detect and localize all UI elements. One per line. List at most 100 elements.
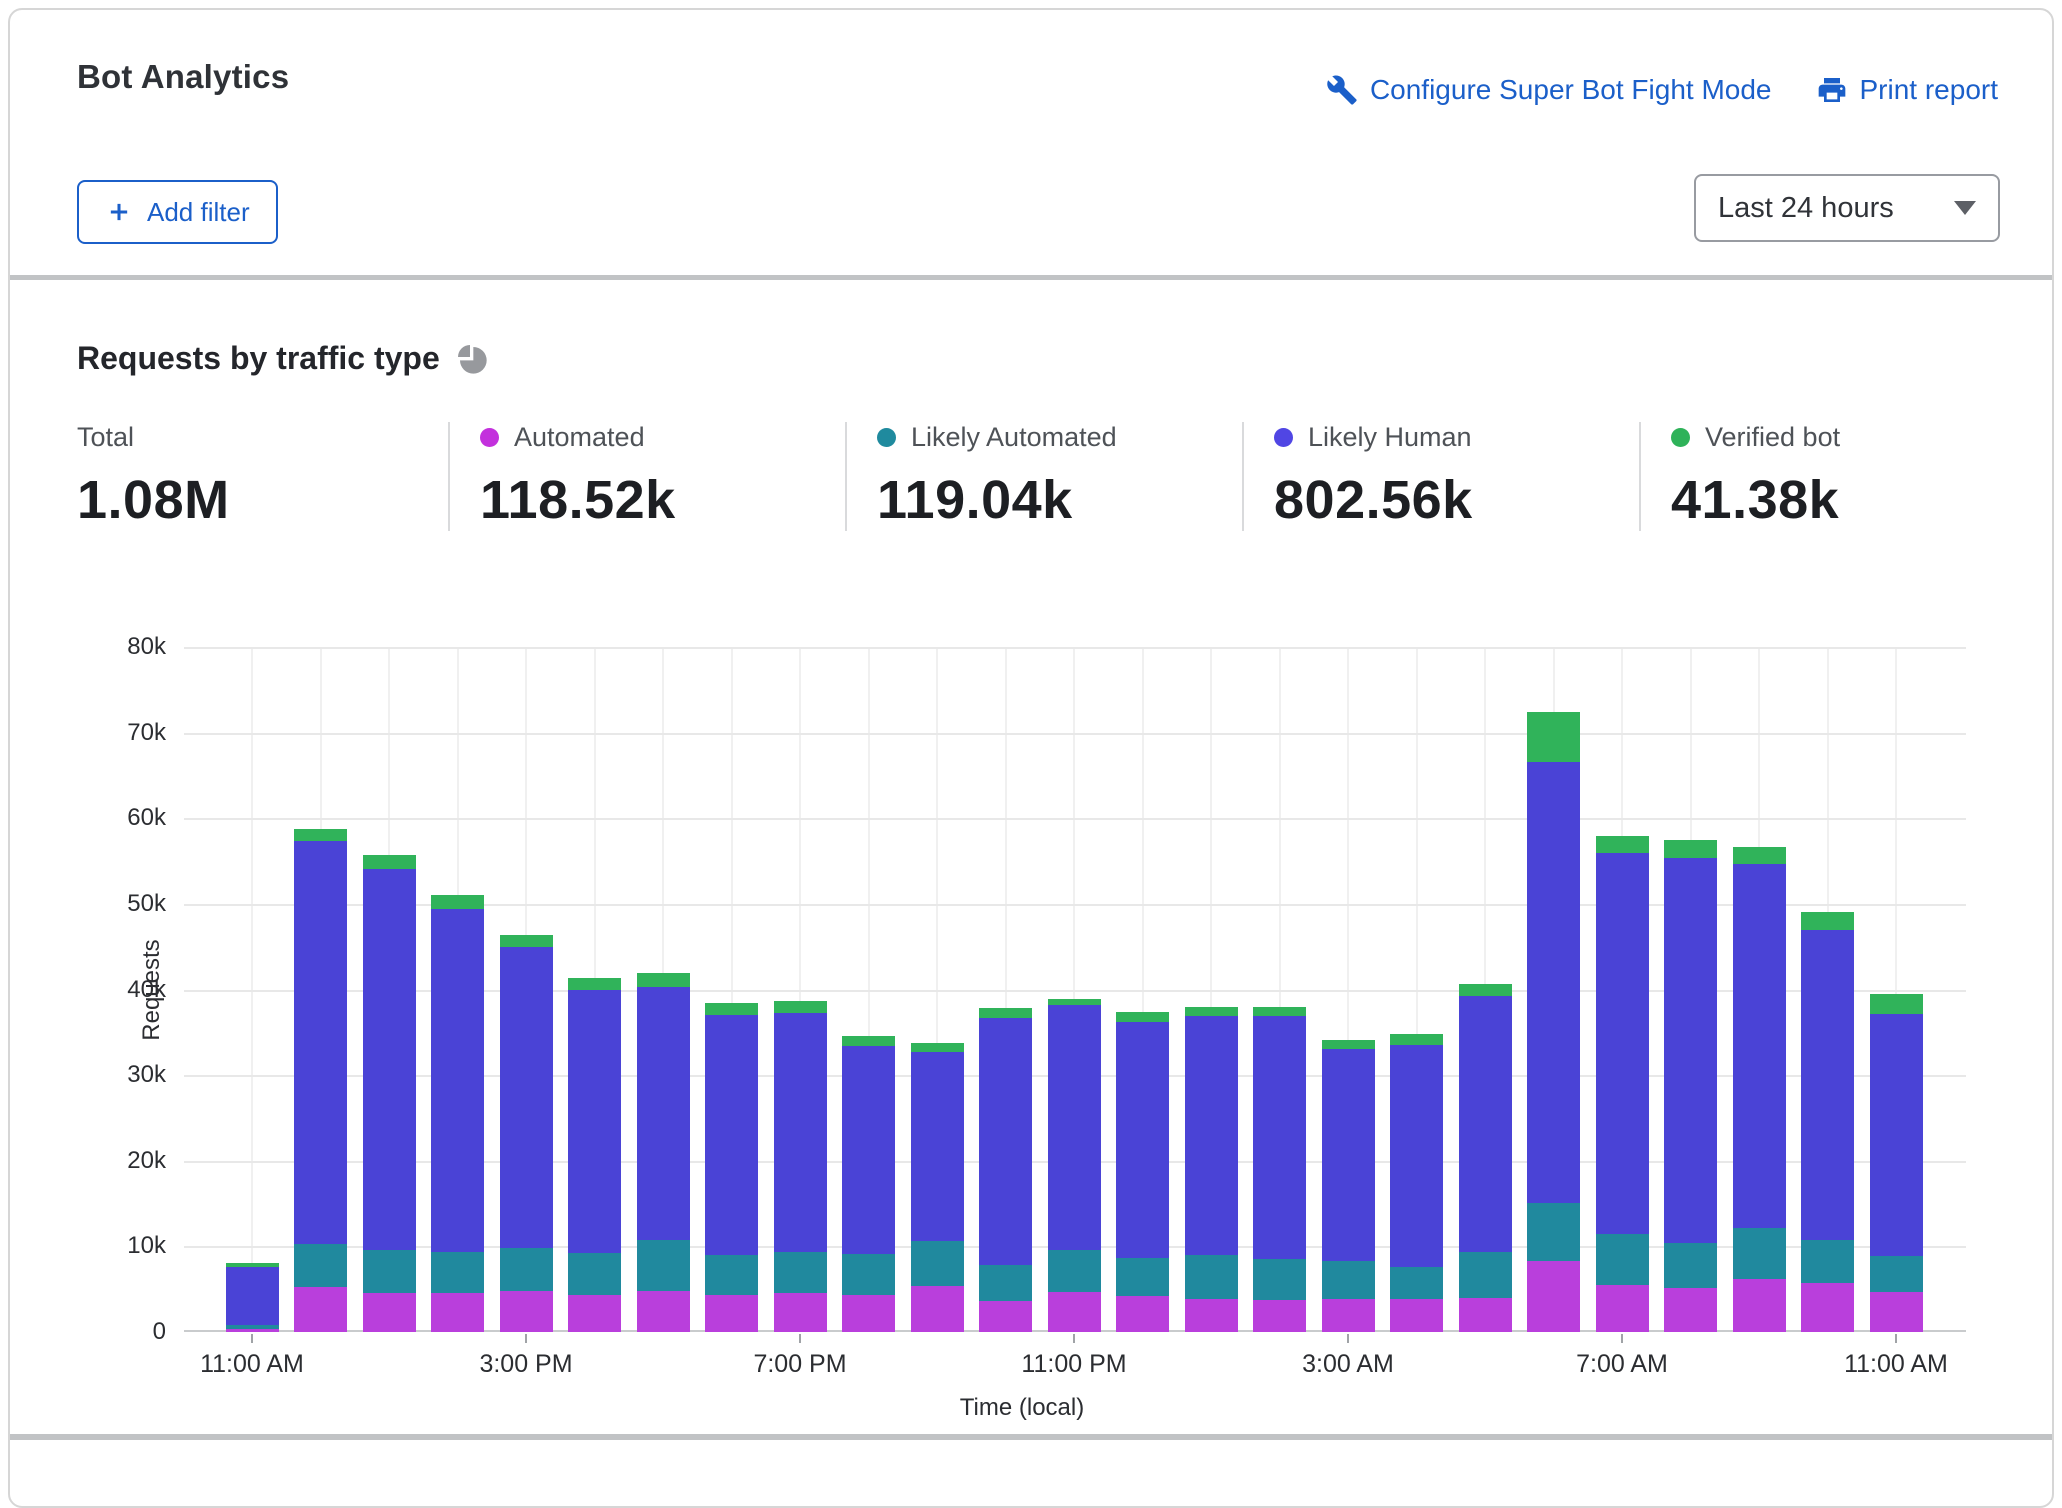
bar-segment-likely-automated[interactable]: [979, 1265, 1032, 1301]
bar-segment-automated[interactable]: [979, 1301, 1032, 1332]
bar-segment-automated[interactable]: [705, 1295, 758, 1332]
bar-segment-automated[interactable]: [1253, 1300, 1306, 1332]
bar-segment-likely-automated[interactable]: [774, 1252, 827, 1293]
stat-verified-bot[interactable]: Verified bot 41.38k: [1639, 422, 2036, 531]
bar-segment-likely-human[interactable]: [1527, 762, 1580, 1203]
bar-segment-automated[interactable]: [294, 1287, 347, 1332]
bar-segment-likely-human[interactable]: [774, 1013, 827, 1252]
bar-segment-automated[interactable]: [1185, 1299, 1238, 1332]
bar-segment-automated[interactable]: [1801, 1283, 1854, 1332]
bar-segment-automated[interactable]: [1322, 1299, 1375, 1332]
bar-segment-likely-human[interactable]: [1870, 1014, 1923, 1256]
add-filter-button[interactable]: Add filter: [77, 180, 278, 244]
bar-segment-likely-human[interactable]: [637, 987, 690, 1240]
bar-segment-verified-bot[interactable]: [1596, 836, 1649, 853]
bar-segment-automated[interactable]: [1664, 1288, 1717, 1332]
bar-segment-likely-automated[interactable]: [1664, 1243, 1717, 1288]
bar-segment-automated[interactable]: [1048, 1292, 1101, 1332]
bar-segment-likely-automated[interactable]: [1596, 1234, 1649, 1285]
bar-segment-likely-automated[interactable]: [226, 1325, 279, 1329]
bar-segment-likely-automated[interactable]: [431, 1252, 484, 1293]
bar-segment-likely-human[interactable]: [1185, 1016, 1238, 1255]
bar-segment-likely-automated[interactable]: [1801, 1240, 1854, 1283]
bar-segment-automated[interactable]: [1390, 1299, 1443, 1332]
stat-likely-automated[interactable]: Likely Automated 119.04k: [845, 422, 1242, 531]
bar-segment-likely-automated[interactable]: [1185, 1255, 1238, 1299]
bar-segment-verified-bot[interactable]: [294, 829, 347, 841]
bar-segment-verified-bot[interactable]: [500, 935, 553, 947]
bar-segment-likely-automated[interactable]: [1870, 1256, 1923, 1292]
bar-segment-verified-bot[interactable]: [1801, 912, 1854, 930]
stat-automated[interactable]: Automated 118.52k: [448, 422, 845, 531]
bar-segment-likely-human[interactable]: [1733, 864, 1786, 1228]
bar-segment-likely-automated[interactable]: [363, 1250, 416, 1293]
bar-segment-likely-automated[interactable]: [1733, 1228, 1786, 1279]
bar-segment-verified-bot[interactable]: [1253, 1007, 1306, 1016]
bar-segment-verified-bot[interactable]: [568, 978, 621, 990]
bar-segment-likely-human[interactable]: [705, 1015, 758, 1255]
bar-segment-verified-bot[interactable]: [842, 1036, 895, 1046]
bar-segment-likely-human[interactable]: [1390, 1045, 1443, 1267]
bar-segment-likely-human[interactable]: [294, 841, 347, 1244]
bar-segment-likely-human[interactable]: [1801, 930, 1854, 1240]
bar-segment-verified-bot[interactable]: [1048, 999, 1101, 1005]
bar-segment-likely-human[interactable]: [1253, 1016, 1306, 1259]
bar-segment-likely-automated[interactable]: [1048, 1250, 1101, 1292]
bar-segment-verified-bot[interactable]: [226, 1263, 279, 1267]
bar-segment-automated[interactable]: [1116, 1296, 1169, 1332]
bar-segment-likely-human[interactable]: [842, 1046, 895, 1254]
bar-segment-automated[interactable]: [1459, 1298, 1512, 1332]
bar-segment-likely-human[interactable]: [1048, 1005, 1101, 1250]
bar-segment-likely-automated[interactable]: [1390, 1267, 1443, 1299]
bar-segment-automated[interactable]: [911, 1286, 964, 1332]
bar-segment-likely-human[interactable]: [431, 909, 484, 1252]
bar-segment-verified-bot[interactable]: [363, 855, 416, 869]
bar-segment-automated[interactable]: [226, 1329, 279, 1332]
bar-segment-verified-bot[interactable]: [1459, 984, 1512, 996]
bar-segment-automated[interactable]: [1596, 1285, 1649, 1332]
bar-segment-likely-automated[interactable]: [500, 1248, 553, 1291]
bar-segment-automated[interactable]: [637, 1291, 690, 1332]
bar-segment-likely-automated[interactable]: [1527, 1203, 1580, 1261]
bar-segment-automated[interactable]: [1527, 1261, 1580, 1332]
bar-segment-automated[interactable]: [500, 1291, 553, 1332]
bar-segment-likely-human[interactable]: [979, 1018, 1032, 1265]
bar-segment-likely-automated[interactable]: [294, 1244, 347, 1287]
bar-segment-automated[interactable]: [431, 1293, 484, 1332]
bar-segment-likely-human[interactable]: [500, 947, 553, 1248]
time-range-select[interactable]: Last 24 hours: [1694, 174, 2000, 242]
bar-segment-likely-human[interactable]: [1664, 858, 1717, 1243]
configure-super-bot-fight-mode-link[interactable]: Configure Super Bot Fight Mode: [1326, 74, 1772, 106]
bar-segment-likely-human[interactable]: [1116, 1022, 1169, 1258]
bar-segment-likely-automated[interactable]: [1459, 1252, 1512, 1298]
bar-segment-verified-bot[interactable]: [1390, 1034, 1443, 1045]
bar-segment-verified-bot[interactable]: [1527, 712, 1580, 762]
bar-segment-verified-bot[interactable]: [1116, 1012, 1169, 1022]
bar-segment-automated[interactable]: [842, 1295, 895, 1332]
bar-segment-verified-bot[interactable]: [1664, 840, 1717, 858]
bar-segment-verified-bot[interactable]: [1185, 1007, 1238, 1016]
bar-segment-likely-automated[interactable]: [842, 1254, 895, 1295]
bar-segment-automated[interactable]: [1733, 1279, 1786, 1332]
bar-segment-likely-automated[interactable]: [1322, 1261, 1375, 1299]
bar-segment-likely-human[interactable]: [911, 1052, 964, 1241]
bar-segment-verified-bot[interactable]: [705, 1003, 758, 1015]
bar-segment-automated[interactable]: [1870, 1292, 1923, 1332]
print-report-link[interactable]: Print report: [1816, 74, 1999, 106]
bar-segment-verified-bot[interactable]: [979, 1008, 1032, 1018]
bar-segment-likely-automated[interactable]: [705, 1255, 758, 1295]
bar-segment-verified-bot[interactable]: [774, 1001, 827, 1013]
bar-segment-likely-human[interactable]: [1596, 853, 1649, 1234]
bar-segment-verified-bot[interactable]: [431, 895, 484, 909]
bar-segment-likely-automated[interactable]: [1116, 1258, 1169, 1296]
bar-segment-likely-human[interactable]: [568, 990, 621, 1253]
bar-segment-likely-automated[interactable]: [568, 1253, 621, 1295]
bar-segment-verified-bot[interactable]: [1870, 994, 1923, 1014]
bar-segment-likely-human[interactable]: [226, 1267, 279, 1325]
bar-segment-likely-automated[interactable]: [637, 1240, 690, 1291]
bar-segment-likely-human[interactable]: [363, 869, 416, 1250]
bar-segment-likely-automated[interactable]: [1253, 1259, 1306, 1300]
bar-segment-likely-human[interactable]: [1322, 1049, 1375, 1261]
bar-segment-automated[interactable]: [363, 1293, 416, 1332]
bar-segment-likely-automated[interactable]: [911, 1241, 964, 1286]
